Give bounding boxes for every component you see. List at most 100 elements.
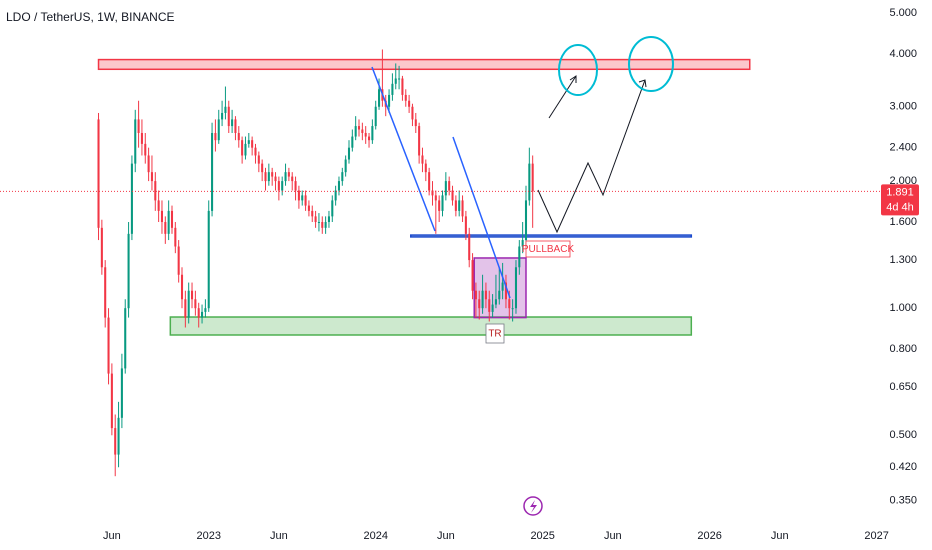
candle-body — [221, 112, 224, 120]
x-tick-label: 2026 — [697, 530, 721, 542]
candle-body — [367, 136, 371, 141]
candle-body — [461, 200, 464, 217]
candle-body — [418, 126, 421, 156]
tr-label: TR — [488, 329, 501, 340]
candle-body — [127, 233, 130, 309]
y-tick-label: 2.000 — [889, 175, 917, 187]
x-tick-label: 2023 — [196, 530, 220, 542]
candle-body — [408, 100, 411, 107]
candle-body — [117, 417, 120, 455]
candle-body — [391, 83, 394, 95]
candle-body — [514, 267, 518, 309]
event-icon[interactable] — [523, 496, 543, 516]
candle-body — [231, 119, 234, 127]
candle-body — [504, 282, 507, 300]
candle-body — [304, 195, 307, 206]
candle-body — [254, 147, 257, 156]
candle-body — [281, 181, 284, 191]
candle-body — [337, 181, 341, 191]
target-circle — [628, 36, 674, 92]
countdown-label: 4d 4h — [886, 201, 914, 213]
candle-body — [144, 143, 147, 156]
candle-body — [180, 274, 184, 300]
candle-body — [301, 195, 304, 201]
zone-pullback-level — [410, 234, 693, 238]
candle-body — [388, 94, 391, 107]
candle-body — [361, 129, 364, 133]
projection-arrow — [548, 75, 577, 119]
candle-body — [261, 163, 264, 173]
candle-body — [287, 172, 290, 177]
candle-body — [284, 172, 287, 182]
candle-body — [371, 126, 374, 141]
candle-body — [247, 140, 250, 144]
candle-body — [488, 299, 491, 312]
candle-body — [398, 78, 401, 80]
pullback-label-box — [525, 240, 571, 258]
zone-range — [473, 257, 527, 319]
candle-body — [307, 205, 310, 211]
candle-body — [130, 163, 133, 234]
candle-body — [341, 172, 344, 182]
candle-body — [157, 200, 160, 211]
candle-body — [294, 181, 297, 191]
candle-body — [458, 200, 461, 211]
candle-body — [251, 140, 254, 148]
candle-body — [451, 190, 454, 201]
candle-body — [471, 260, 474, 291]
candle-body — [114, 428, 117, 455]
candle-body — [187, 290, 190, 318]
candle-body — [190, 290, 194, 300]
candle-body — [327, 216, 330, 223]
candle-body — [464, 216, 467, 234]
candle-body — [297, 190, 300, 201]
candle-body — [120, 368, 123, 418]
candle-body — [274, 176, 277, 182]
candle-body — [97, 119, 100, 228]
candle-body — [257, 155, 260, 164]
candle-body — [184, 299, 187, 318]
y-tick-label: 0.420 — [889, 461, 917, 473]
candle-body — [511, 308, 514, 310]
candle-body — [494, 299, 497, 305]
candle-body — [444, 181, 447, 196]
candle-body — [314, 216, 317, 223]
arrow-head — [638, 79, 647, 88]
candle-body — [357, 126, 361, 130]
candle-body — [518, 246, 521, 268]
trend-line — [452, 136, 511, 299]
candle-body — [414, 119, 417, 127]
candle-body — [214, 132, 217, 141]
candle-body — [174, 227, 177, 247]
arrow-head — [569, 75, 577, 83]
y-tick-label: 1.300 — [889, 254, 917, 266]
candle-body — [107, 317, 110, 374]
trend-line — [371, 66, 436, 232]
candle-body — [324, 222, 327, 228]
candle-body — [227, 106, 230, 127]
candle-body — [351, 136, 354, 148]
candle-body — [421, 155, 424, 164]
y-tick-label: 2.400 — [889, 142, 917, 154]
candle-body — [241, 140, 244, 156]
chart-title: LDO / TetherUS, 1W, BINANCE — [6, 10, 175, 24]
candle-body — [104, 267, 107, 318]
candle-body — [521, 240, 524, 247]
candle-body — [124, 308, 127, 369]
candle-body — [394, 78, 397, 84]
candles — [97, 49, 534, 477]
candle-body — [354, 126, 357, 137]
candle-body — [267, 172, 270, 182]
candle-body — [428, 172, 431, 191]
candle-body — [154, 181, 157, 201]
candle-body — [311, 210, 314, 217]
candle-body — [524, 200, 528, 241]
candle-body — [160, 210, 164, 223]
axes: 0.350 0.420 0.500 0.650 0.800 1.000 1.300 1.600… — [0, 7, 919, 542]
candle-body — [140, 132, 143, 144]
x-tick-label: Jun — [437, 530, 455, 542]
zones — [97, 58, 751, 336]
candle-body — [321, 222, 324, 228]
tr-label-box — [485, 323, 505, 344]
